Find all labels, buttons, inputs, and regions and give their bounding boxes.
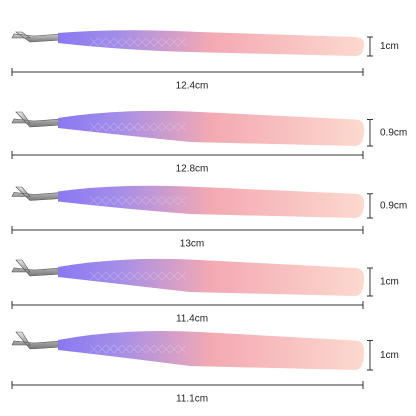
texture — [145, 344, 155, 354]
texture — [129, 37, 139, 47]
texture — [161, 122, 171, 132]
width-bracket — [367, 193, 373, 219]
tweezer-tip — [11, 186, 63, 201]
texture — [153, 122, 163, 132]
texture — [97, 344, 107, 354]
tweezer-tip — [11, 31, 63, 43]
length-line — [11, 226, 364, 234]
tweezer-tip — [11, 111, 63, 128]
texture — [153, 271, 163, 281]
tweezer-body — [58, 258, 364, 296]
texture — [153, 196, 163, 205]
texture — [145, 271, 155, 281]
texture — [113, 271, 123, 281]
texture — [89, 37, 99, 47]
length-line — [11, 151, 364, 159]
texture — [121, 196, 131, 205]
texture — [137, 196, 147, 205]
tweezer-body — [58, 110, 364, 146]
width-label: 1cm — [380, 277, 399, 288]
texture — [97, 122, 107, 132]
texture — [97, 37, 107, 47]
texture — [169, 344, 179, 354]
length-line — [11, 301, 364, 309]
texture — [97, 196, 107, 205]
texture — [105, 344, 115, 354]
width-label: 0.9cm — [380, 127, 407, 138]
texture — [169, 196, 179, 205]
texture — [129, 344, 139, 354]
texture — [105, 122, 115, 132]
texture — [153, 344, 163, 354]
width-bracket — [367, 119, 373, 147]
texture — [113, 344, 123, 354]
texture — [105, 196, 115, 205]
tweezer-body — [58, 185, 364, 218]
texture — [121, 37, 131, 47]
texture — [137, 344, 147, 354]
texture — [137, 37, 147, 47]
tweezer — [11, 185, 364, 218]
length-label: 11.4cm — [176, 314, 208, 325]
texture — [177, 37, 187, 47]
texture — [145, 37, 155, 47]
width-label: 1cm — [380, 41, 399, 52]
texture — [177, 344, 187, 354]
tweezer-tip — [11, 259, 63, 277]
texture — [169, 122, 179, 132]
texture — [161, 271, 171, 281]
length-line — [11, 381, 364, 389]
texture — [89, 344, 99, 354]
texture — [121, 271, 131, 281]
texture — [161, 196, 171, 205]
texture — [121, 344, 131, 354]
texture — [129, 196, 139, 205]
tweezer — [11, 258, 364, 296]
texture — [169, 271, 179, 281]
tweezer — [11, 110, 364, 146]
texture — [153, 37, 163, 47]
length-label: 12.8cm — [176, 164, 209, 175]
texture — [121, 122, 131, 132]
tweezer-body — [58, 30, 364, 56]
texture — [145, 196, 155, 205]
width-bracket — [367, 267, 373, 297]
texture — [113, 122, 123, 132]
texture — [113, 196, 123, 205]
length-line — [11, 68, 364, 76]
width-label: 1cm — [380, 350, 399, 361]
tweezer — [11, 331, 364, 370]
texture — [89, 196, 99, 205]
length-label: 11.1cm — [176, 394, 208, 405]
tweezer-body — [58, 331, 364, 370]
texture — [137, 122, 147, 132]
tweezer-tip — [11, 331, 63, 350]
texture — [129, 271, 139, 281]
texture — [161, 37, 171, 47]
texture — [161, 344, 171, 354]
texture — [113, 37, 123, 47]
tweezer — [11, 30, 364, 56]
texture — [177, 271, 187, 281]
width-bracket — [367, 340, 373, 371]
texture — [89, 122, 99, 132]
texture — [105, 37, 115, 47]
texture — [105, 271, 115, 281]
texture — [89, 271, 99, 281]
length-label: 12.4cm — [176, 81, 209, 92]
length-label: 13cm — [180, 239, 204, 250]
width-bracket — [367, 36, 373, 57]
texture — [145, 122, 155, 132]
texture — [169, 37, 179, 47]
texture — [137, 271, 147, 281]
texture — [177, 122, 187, 132]
texture — [129, 122, 139, 132]
texture — [97, 271, 107, 281]
texture — [177, 196, 187, 205]
width-label: 0.9cm — [380, 201, 407, 212]
